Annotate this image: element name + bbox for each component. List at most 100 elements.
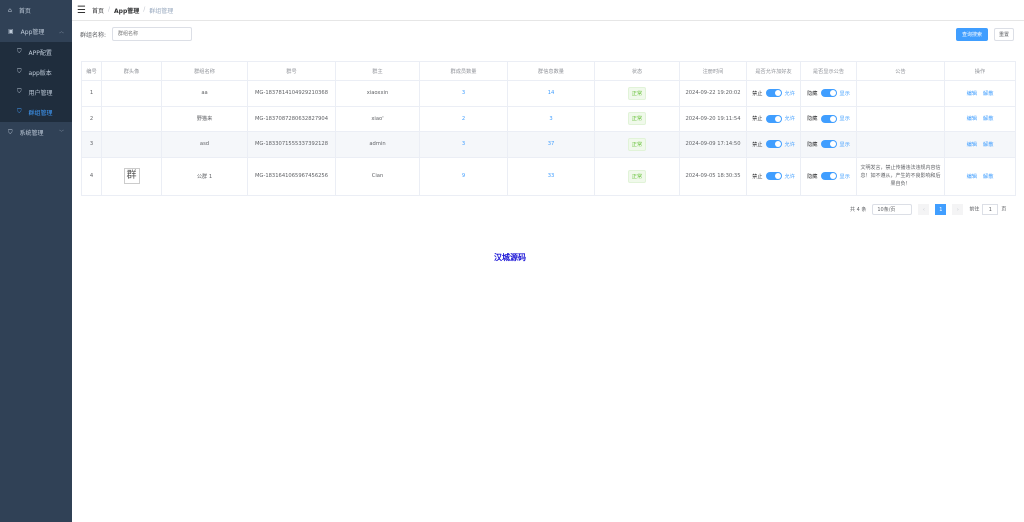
cell-show-notice: 隐藏 显示 [800,131,857,158]
edit-button[interactable]: 编辑 [966,90,977,97]
group-avatar: 群 [123,168,140,184]
column-header: 是否显示公告 [800,61,857,81]
breadcrumb-home[interactable]: 首页 [91,7,104,15]
cell-owner: Cian [335,156,420,196]
chevron-up-icon: ︿ [58,29,64,35]
allow-friend-toggle[interactable] [765,172,782,180]
cell-id: 2 [81,105,102,132]
table-row: 2 野猫来 MG-1837087280632827904 xiao' 2 3 正… [81,105,1016,132]
allow-friend-toggle[interactable] [765,114,782,123]
group-name-label: 群组名称: [80,31,107,39]
goto-page: 前往 1 页 [969,204,1006,215]
show-notice-toggle[interactable] [820,89,837,98]
cell-messages[interactable]: 33 [507,156,595,196]
cell-status: 正常 [594,80,680,107]
edit-button[interactable]: 编辑 [966,116,977,123]
breadcrumb-current: 群组管理 [149,7,174,15]
cell-members[interactable]: 9 [419,156,508,196]
sidebar-item-app-config[interactable]: ⛉ APP配置 [17,48,52,57]
cell-group-no: MG-1831641065967456256 [247,156,336,196]
cell-members[interactable]: 3 [419,80,508,107]
cell-allow-friend: 禁止 允许 [746,156,801,196]
cell-members[interactable]: 3 [419,131,508,158]
shield-icon: ⛉ [17,88,22,95]
column-header: 群信息数量 [507,61,595,81]
column-header: 群主 [335,61,420,81]
cell-actions: 编辑 解散 [944,80,1016,107]
cell-avatar [101,131,162,158]
cell-messages[interactable]: 3 [507,105,595,132]
breadcrumb-app[interactable]: App管理 [114,7,140,15]
column-header: 操作 [944,61,1016,81]
cell-allow-friend: 禁止 允许 [746,80,801,107]
cell-time: 2024-09-20 19:11:54 [679,105,747,132]
cell-id: 3 [81,131,102,158]
column-header: 状态 [594,61,680,81]
column-header: 是否允许加好友 [746,61,801,81]
show-notice-toggle[interactable] [820,114,837,123]
column-header: 公告 [856,61,945,81]
cell-allow-friend: 禁止 允许 [746,105,801,132]
chevron-down-icon: ﹀ [58,130,64,136]
home-icon: ⌂ [8,7,12,14]
next-page-button[interactable]: › [952,204,964,215]
prev-page-button[interactable]: ‹ [918,204,930,215]
total-count: 共 4 条 [850,207,867,213]
cell-time: 2024-09-05 18:30:35 [679,156,747,196]
dissolve-button[interactable]: 解散 [983,141,994,148]
shield-icon: ⛉ [17,68,22,75]
cell-show-notice: 隐藏 显示 [800,156,857,196]
cell-actions: 编辑 解散 [944,105,1016,132]
reset-button[interactable]: 重置 [994,28,1014,41]
sidebar-item-users[interactable]: ⛉ 用户管理 [17,88,53,97]
sidebar: ⌂ 首页 ▣ App管理 ︿ ⛉ APP配置 ⛉ app版本 ⛉ 用户管理 ⛉ 群组管理 ⛉ 系… [0,0,72,522]
dissolve-button[interactable]: 解散 [983,173,994,180]
cell-notice [856,131,945,158]
goto-page-input[interactable]: 1 [982,204,999,215]
search-button[interactable]: 查询搜索 [956,28,988,41]
group-name-input[interactable] [112,27,193,41]
sidebar-item-groups[interactable]: ⛉ 群组管理 [17,108,53,117]
dissolve-button[interactable]: 解散 [983,116,994,123]
page-size-select[interactable]: 10条/页 [872,204,913,215]
cell-show-notice: 隐藏 显示 [800,105,857,132]
cell-name: 公群 1 [161,156,248,196]
cell-status: 正常 [594,105,680,132]
cell-group-no: MG-1833071555337392128 [247,131,336,158]
page-1-button[interactable]: 1 [935,204,947,215]
allow-friend-toggle[interactable] [765,89,782,98]
column-header: 群号 [247,61,336,81]
table-row: 3 asd MG-1833071555337392128 admin 3 37 … [81,131,1016,158]
cell-notice [856,105,945,132]
status-badge: 正常 [627,137,647,151]
shield-icon: ⛉ [17,108,22,115]
show-notice-toggle[interactable] [820,172,837,180]
hamburger-icon[interactable]: ☰ [77,4,86,16]
cell-messages[interactable]: 14 [507,80,595,107]
cell-allow-friend: 禁止 允许 [746,131,801,158]
sidebar-item-system[interactable]: ⛉ 系统管理 ﹀ [8,128,64,138]
cell-avatar [101,105,162,132]
dissolve-button[interactable]: 解散 [983,90,994,97]
sidebar-item-home[interactable]: ⌂ 首页 [8,7,31,15]
pagination: 共 4 条 10条/页 ‹ 1 › 前往 1 页 [850,204,1006,215]
edit-button[interactable]: 编辑 [966,141,977,148]
cell-actions: 编辑 解散 [944,156,1016,196]
cell-notice [856,80,945,107]
cell-messages[interactable]: 37 [507,131,595,158]
sidebar-item-app-version[interactable]: ⛉ app版本 [17,68,52,77]
edit-button[interactable]: 编辑 [966,173,977,180]
show-notice-toggle[interactable] [820,140,837,149]
cell-group-no: MG-1837814104929210368 [247,80,336,107]
sidebar-item-app[interactable]: ▣ App管理 ︿ [8,28,64,36]
status-badge: 正常 [627,169,647,183]
cell-status: 正常 [594,156,680,196]
cell-avatar: 群 [101,156,162,196]
cell-id: 1 [81,80,102,107]
app-icon: ▣ [8,28,14,35]
cell-show-notice: 隐藏 显示 [800,80,857,107]
allow-friend-toggle[interactable] [765,140,782,149]
cell-owner: xiaoxxin [335,80,420,107]
breadcrumb: 首页 / App管理 / 群组管理 [91,5,174,15]
cell-members[interactable]: 2 [419,105,508,132]
